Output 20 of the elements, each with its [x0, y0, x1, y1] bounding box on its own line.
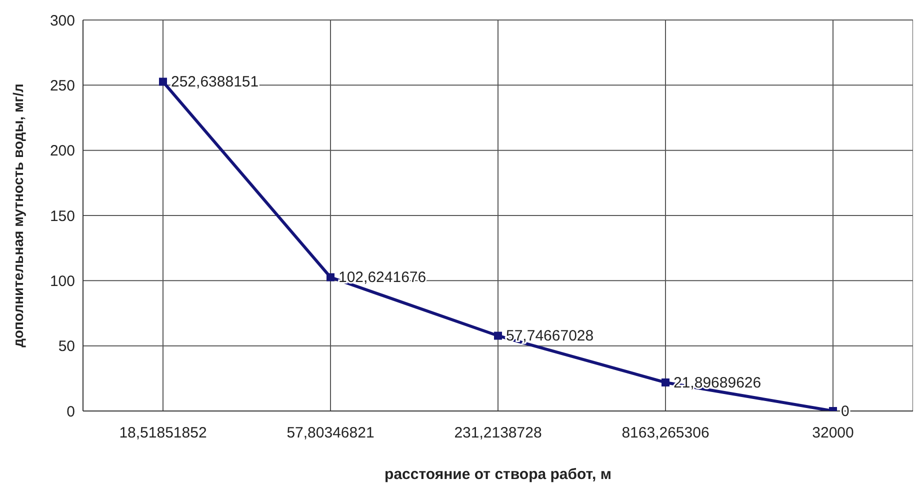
x-axis-title: расстояние от створа работ, м [384, 466, 612, 483]
y-tick-label: 300 [50, 12, 75, 30]
x-tick-label: 32000 [812, 424, 854, 442]
y-tick-label: 150 [50, 208, 75, 225]
x-tick-label: 57,80346821 [286, 424, 374, 442]
y-tick-label: 0 [66, 403, 75, 420]
x-tick-label: 8163,265306 [622, 424, 710, 442]
point [159, 78, 167, 86]
x-tick-label: 231,2138728 [454, 424, 542, 442]
y-axis-title: дополнительная мутность воды, мг/л [10, 84, 26, 348]
data-label: 57,74667028 [506, 328, 594, 345]
point [494, 332, 502, 340]
y-tick-label: 200 [50, 142, 75, 160]
y-tick-label: 50 [58, 338, 75, 356]
point [662, 378, 670, 386]
point [326, 273, 334, 282]
y-tick-label: 100 [50, 272, 75, 290]
y-tick-label: 250 [50, 77, 75, 94]
x-tick-label: 18,51851852 [119, 424, 207, 442]
data-label: 21,89689626 [674, 374, 762, 392]
